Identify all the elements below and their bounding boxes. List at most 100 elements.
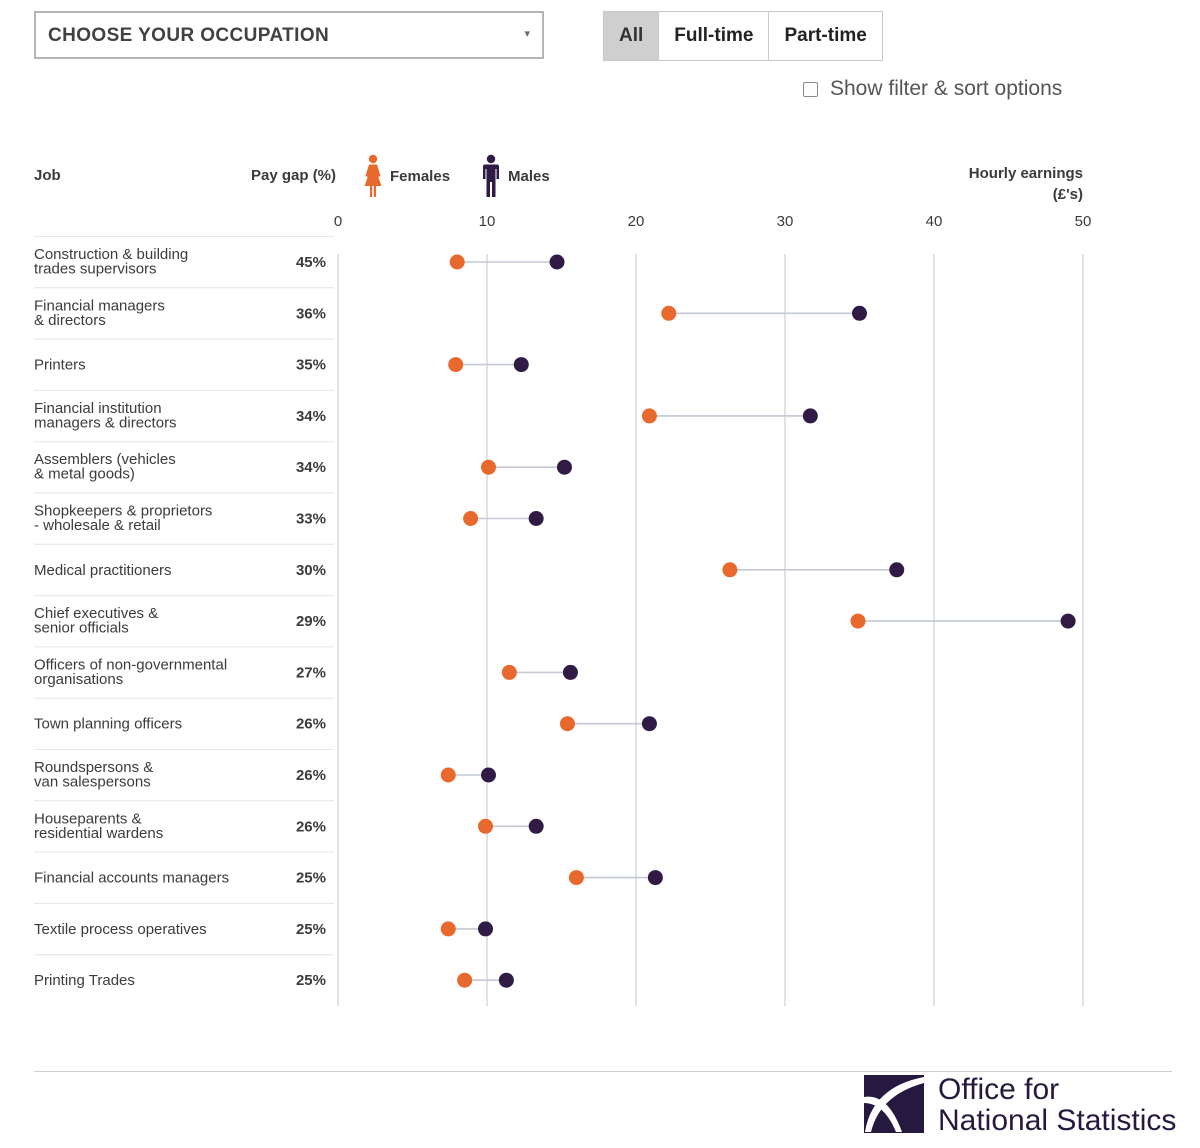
female-earnings-dot <box>850 613 866 629</box>
pay-gap-value: 33% <box>296 511 326 528</box>
male-earnings-dot <box>513 357 529 373</box>
female-earnings-dot <box>641 408 657 424</box>
job-label: Printers <box>34 357 86 374</box>
hourly-earnings-header-line2: (£'s) <box>1052 186 1083 203</box>
job-label: residential wardens <box>34 825 163 842</box>
job-label: Textile process operatives <box>34 921 207 938</box>
job-label: organisations <box>34 671 123 688</box>
pay-gap-value: 34% <box>296 408 326 425</box>
job-label: Financial managers <box>34 297 165 314</box>
job-label: Officers of non-governmental <box>34 656 227 673</box>
chart-row: Town planning officers 26% <box>34 697 657 733</box>
pay-gap-value: 29% <box>296 613 326 630</box>
chart-row: Financial managers& directors 36% <box>34 287 867 329</box>
female-earnings-dot <box>457 972 473 988</box>
female-earnings-dot <box>440 921 456 937</box>
job-label: Chief executives & <box>34 605 158 622</box>
pay-gap-value: 35% <box>296 357 326 374</box>
male-earnings-dot <box>641 716 657 732</box>
pay-gap-value: 34% <box>296 459 326 476</box>
pay-gap-value: 30% <box>296 562 326 579</box>
ons-logo-mark-icon <box>864 1075 924 1133</box>
x-tick-label: 30 <box>777 213 794 230</box>
male-earnings-dot <box>1060 613 1076 629</box>
male-earnings-dot <box>528 511 544 526</box>
pay-gap-value: 36% <box>296 305 326 322</box>
job-label: Houseparents & <box>34 810 142 827</box>
ons-logo-line2: National Statistics <box>938 1104 1177 1137</box>
filter-all-button[interactable]: All <box>604 12 659 60</box>
pay-gap-value: 26% <box>296 767 326 784</box>
show-options-checkbox[interactable] <box>803 81 818 97</box>
female-earnings-dot <box>449 254 465 270</box>
pay-gap-value: 25% <box>296 921 326 938</box>
female-earnings-dot <box>722 562 738 578</box>
male-earnings-dot <box>556 459 572 475</box>
chart-row: Officers of non-governmentalorganisation… <box>34 646 578 688</box>
job-label: Construction & building <box>34 246 188 263</box>
male-earnings-dot <box>498 972 514 988</box>
occupation-select[interactable]: CHOOSE YOUR OCCUPATION ▾ <box>34 11 544 59</box>
ons-logo[interactable]: Office for National Statistics <box>862 1073 1182 1139</box>
job-label: Financial institution <box>34 400 162 417</box>
female-figure-icon <box>364 154 382 197</box>
chart-row: Houseparents &residential wardens 26% <box>34 800 544 842</box>
male-earnings-dot <box>562 664 578 680</box>
female-earnings-dot <box>463 511 479 526</box>
job-label: Assemblers (vehicles <box>34 451 176 468</box>
show-options-label: Show filter & sort options <box>830 77 1063 100</box>
job-label: Financial accounts managers <box>34 870 229 887</box>
male-earnings-dot <box>802 408 818 424</box>
chart-row: Roundspersons &van salespersons 26% <box>34 749 496 791</box>
job-label: Roundspersons & <box>34 759 153 776</box>
legend-female-label: Females <box>390 167 451 185</box>
legend-female: Females <box>362 154 450 198</box>
ons-logo-line1: Office for <box>938 1073 1060 1106</box>
x-tick-label: 20 <box>628 213 645 230</box>
filter-full-time-button[interactable]: Full-time <box>658 12 769 60</box>
job-label: & metal goods) <box>34 466 135 483</box>
show-filter-sort-toggle[interactable]: Show filter & sort options <box>803 77 1062 101</box>
pay-gap-value: 45% <box>296 254 326 271</box>
chart-row: Chief executives &senior officials 29% <box>34 595 1076 637</box>
filter-part-time-button[interactable]: Part-time <box>768 12 882 60</box>
chevron-down-icon: ▾ <box>524 28 530 40</box>
pay-gap-value: 26% <box>296 818 326 835</box>
male-earnings-dot <box>549 254 565 270</box>
female-earnings-dot <box>661 305 677 321</box>
chart-row: Financial accounts managers 25% <box>34 851 663 887</box>
pay-gap-value: 26% <box>296 716 326 733</box>
chart-row: Textile process operatives 25% <box>34 902 494 938</box>
female-earnings-dot <box>448 357 464 373</box>
chart-row: Assemblers (vehicles& metal goods) 34% <box>34 441 572 483</box>
female-earnings-dot <box>478 818 494 834</box>
job-label: van salespersons <box>34 774 151 791</box>
gridlines <box>337 254 1084 1006</box>
male-earnings-dot <box>647 870 663 886</box>
hourly-earnings-header: Hourly earnings (£'s) <box>940 163 1083 205</box>
legend-male: Males <box>480 154 550 198</box>
male-earnings-dot <box>478 921 494 937</box>
pay-gap-value: 25% <box>296 972 326 989</box>
x-tick-label: 50 <box>1075 213 1092 230</box>
male-earnings-dot <box>889 562 905 578</box>
male-earnings-dot <box>852 305 867 321</box>
legend-male-label: Males <box>508 167 550 185</box>
hourly-earnings-header-line1: Hourly earnings <box>968 165 1083 182</box>
chart-row: Printers 35% <box>34 338 529 374</box>
job-label: - wholesale & retail <box>34 517 161 534</box>
female-earnings-dot <box>440 767 456 783</box>
job-label: senior officials <box>34 620 129 637</box>
x-tick-label: 10 <box>479 213 496 230</box>
pay-gap-dumbbell-chart: 0 10 20 30 40 50 Construction & buildingtrade… <box>34 213 1092 1006</box>
female-earnings-dot <box>480 459 496 475</box>
x-tick-label: 40 <box>926 213 943 230</box>
pay-gap-value: 25% <box>296 870 326 887</box>
job-label: Printing Trades <box>34 972 135 989</box>
footer-divider <box>34 1071 1172 1072</box>
female-earnings-dot <box>501 664 517 680</box>
female-earnings-dot <box>559 716 575 732</box>
pay-gap-column-header: Pay gap (%) <box>251 167 337 184</box>
